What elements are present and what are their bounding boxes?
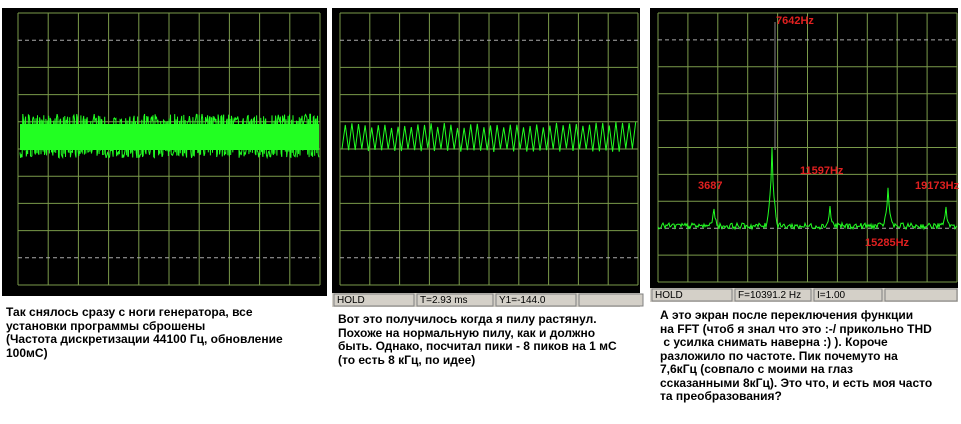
caption-line: (Частота дискретизации 44100 Гц, обновле…	[6, 332, 283, 346]
status-field	[333, 293, 415, 307]
status-text: HOLD	[655, 290, 683, 301]
caption-line: та преобразования?	[660, 389, 782, 403]
caption-3: А это экран после переключения функции на…	[660, 308, 933, 404]
caption-line: быть. Однако, посчитал пики - 8 пиков на…	[338, 339, 617, 353]
screen-1	[2, 8, 327, 296]
caption-2: Вот это получилось когда я пилу растянул…	[338, 312, 617, 367]
status-text: HOLD	[337, 295, 365, 306]
status-text: F=10391.2 Hz	[738, 290, 801, 301]
peak-label: 15285Hz	[865, 237, 910, 249]
caption-line: разложило по частоте. Пик почемуто на	[660, 348, 898, 363]
waveform-band	[20, 124, 319, 150]
caption-line: на FFT (чтоб я знал что это :-/ прикольн…	[660, 321, 932, 336]
caption-line: 7,6кГц (совпало с моими на глаз	[660, 362, 854, 376]
status-field	[578, 293, 644, 307]
peak-label: 7642Hz	[776, 15, 814, 27]
status-field	[651, 288, 733, 302]
status-bar: HOLD F=10391.2 Hz I=1.00	[650, 288, 958, 302]
status-text: T=2.93 ms	[420, 295, 468, 306]
spectrum	[657, 147, 958, 231]
caption-line: Вот это получилось когда я пилу растянул…	[338, 312, 597, 326]
peak-label: 11597Hz	[800, 165, 844, 177]
peak-label: 19173Hz	[915, 180, 960, 192]
caption-line: 100мС)	[6, 345, 48, 360]
status-field	[884, 288, 958, 302]
caption-line: А это экран после переключения функции	[660, 308, 914, 322]
status-field	[734, 288, 812, 302]
caption-line: (то есть 8 кГц, по идее)	[338, 352, 476, 367]
status-text: Y1=-144.0	[499, 295, 546, 306]
status-field	[416, 293, 494, 307]
caption-1: Так снялось сразу с ноги генератора, все…	[6, 305, 283, 360]
status-text: I=1.00	[817, 290, 846, 301]
status-bar: HOLD T=2.93 ms Y1=-144.0	[332, 293, 644, 307]
caption-line: установки программы сброшены	[6, 318, 206, 333]
screen-2	[332, 8, 640, 293]
peak-label: 3687	[698, 180, 722, 192]
status-field	[495, 293, 577, 307]
caption-line: ссказанными 8кГц). Это что, и есть моя ч…	[660, 375, 933, 390]
caption-line: Похоже на нормальную пилу, как и должно	[338, 325, 596, 340]
waveform	[341, 122, 637, 152]
caption-line: с усилка снимать наверна :) ). Короче	[660, 335, 888, 349]
caption-line: Так снялось сразу с ноги генератора, все	[6, 305, 253, 319]
status-field	[813, 288, 883, 302]
